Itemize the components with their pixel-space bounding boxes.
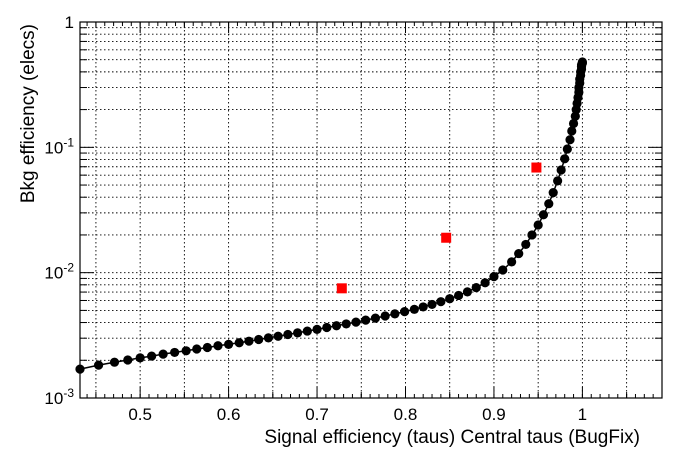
data-point-circle <box>514 248 524 259</box>
data-point-circle <box>527 230 537 240</box>
tick-labels: 0.5 0.6 0.7 0.8 0.9 1 10-3 10-2 10-1 1 <box>44 13 587 424</box>
data-point-circle <box>181 346 191 356</box>
data-point-circle <box>507 257 517 267</box>
data-point-circle <box>283 329 293 340</box>
x-tick-label: 0.7 <box>305 405 329 424</box>
data-point-circle <box>380 311 390 321</box>
data-point-circle <box>135 353 145 363</box>
y-tick-label: 10-2 <box>44 261 74 283</box>
data-point-circle <box>390 309 400 319</box>
data-point-square <box>531 162 542 173</box>
data-point-circle <box>471 283 481 293</box>
grid-lines <box>80 22 662 399</box>
y-tick-label: 10-1 <box>44 135 74 157</box>
data-point-circle <box>312 324 322 334</box>
data-point-circle <box>462 287 473 297</box>
axis-ticks <box>80 22 662 399</box>
data-point-circle <box>548 188 558 198</box>
data-point-circle <box>223 339 234 349</box>
data-point-circle <box>560 154 570 164</box>
data-point-circle <box>498 265 508 275</box>
data-point-circle <box>109 357 120 367</box>
data-point-circle <box>263 333 273 343</box>
data-point-circle <box>213 341 223 351</box>
data-point-circle <box>556 165 566 175</box>
data-point-circle <box>192 344 202 354</box>
x-tick-label: 0.5 <box>128 405 152 424</box>
data-point-square <box>336 283 347 294</box>
x-axis-title: Signal efficiency (taus) Central taus (B… <box>264 427 640 448</box>
data-point-circle <box>445 294 455 304</box>
data-point-circle <box>322 322 332 333</box>
data-point-circle <box>234 338 244 348</box>
data-point-circle <box>351 317 361 327</box>
data-point-circle <box>533 220 543 230</box>
data-point-circle <box>244 336 254 346</box>
y-tick-label: 10-3 <box>44 386 74 408</box>
data-point-circle <box>123 355 133 365</box>
data-point-circle <box>331 321 342 331</box>
x-tick-label: 0.6 <box>217 405 241 424</box>
series-line-group <box>79 62 584 370</box>
data-point-circle <box>409 304 419 314</box>
data-point-circle <box>254 334 264 345</box>
data-point-circle <box>202 342 212 353</box>
data-point-circle <box>436 297 446 307</box>
data-point-circle <box>521 239 531 250</box>
data-point-circle <box>489 272 499 282</box>
x-tick-label: 0.9 <box>482 405 506 424</box>
data-point-circle <box>538 210 549 220</box>
data-markers <box>75 57 587 374</box>
data-point-circle <box>93 360 104 370</box>
data-point-circle <box>427 299 437 310</box>
data-point-circle <box>400 307 410 317</box>
data-point-circle <box>553 176 563 186</box>
data-point-circle <box>418 302 428 312</box>
x-tick-label: 1 <box>578 405 587 424</box>
data-point-circle <box>158 349 168 359</box>
data-point-circle <box>480 278 490 288</box>
data-point-circle <box>565 135 575 145</box>
data-point-circle <box>453 290 464 301</box>
data-point-circle <box>341 319 351 329</box>
plot-frame <box>79 21 663 399</box>
data-point-circle <box>544 199 554 209</box>
y-axis-title: Bkg efficiency (elecs) <box>18 24 39 203</box>
data-point-circle <box>568 118 579 129</box>
y-tick-label: 1 <box>65 13 74 32</box>
data-point-square <box>441 232 452 243</box>
data-point-circle <box>147 351 157 361</box>
data-point-circle <box>577 57 587 67</box>
data-point-circle <box>370 313 381 323</box>
data-point-circle <box>562 144 572 154</box>
data-point-circle <box>302 326 312 336</box>
data-point-circle <box>292 328 303 338</box>
data-point-circle <box>567 126 577 136</box>
data-point-circle <box>361 315 371 325</box>
series-line <box>79 62 584 370</box>
data-point-circle <box>170 347 180 358</box>
data-point-circle <box>273 331 283 341</box>
x-tick-label: 0.8 <box>394 405 418 424</box>
